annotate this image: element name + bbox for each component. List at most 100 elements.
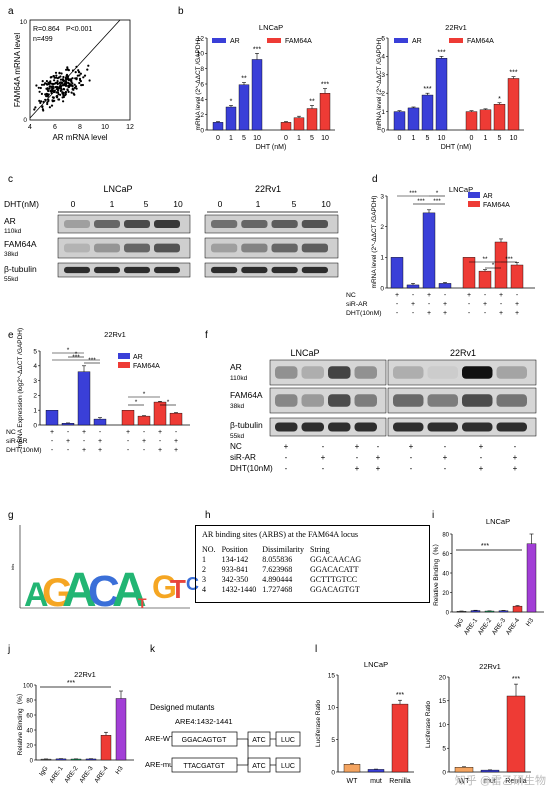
y-axis-label: Luciferase Ratio <box>425 701 432 748</box>
a-xtick-4: 12 <box>126 124 134 131</box>
treatment-sign: + <box>66 438 70 445</box>
panel-letter-f: f <box>205 330 208 341</box>
sig-label: *** <box>321 82 329 89</box>
table-header-row: NO. Position Dissimilarity String <box>202 545 367 555</box>
x-tick-label: Renilla <box>505 778 527 785</box>
bar-FAM64A <box>493 104 506 131</box>
y-tick-label: 0 <box>30 758 34 764</box>
panel-letter-j: j <box>7 644 10 655</box>
x-tick-label: 1 <box>484 135 488 142</box>
scatter-point <box>64 84 68 87</box>
scatter-point <box>75 87 78 90</box>
c-title-left: LNCaP <box>103 184 132 194</box>
stat-r: R=0.864 <box>33 26 60 33</box>
bar-ARE-1 <box>55 758 67 761</box>
blot-band <box>462 422 493 432</box>
x-tick-label: 1 <box>297 135 301 142</box>
construct-label: ARE-mut <box>145 760 176 769</box>
bar-AR <box>238 84 250 131</box>
y-tick-label: 15 <box>328 672 336 679</box>
scatter-point <box>35 84 38 87</box>
blot-band <box>154 266 180 274</box>
scatter-point <box>56 91 60 94</box>
blot-band <box>393 394 424 407</box>
sig-label: *** <box>437 49 445 56</box>
bar-AR <box>212 122 224 131</box>
y-tick-label: 0 <box>331 769 335 776</box>
cell: 1432-1440 <box>221 585 257 594</box>
scatter-point <box>53 79 56 82</box>
cell: 3 <box>202 575 206 584</box>
legend-label: AR <box>230 38 240 45</box>
x-tick-label: H3 <box>114 765 125 776</box>
treatment-sign: - <box>410 453 413 462</box>
x-axis-label: DHT (nM) <box>441 144 472 151</box>
scatter-point <box>46 102 49 106</box>
x-tick-label: 10 <box>321 135 329 142</box>
blot-band <box>427 422 458 432</box>
motif-letter-G: G <box>42 571 73 615</box>
legend-label: FAM64A <box>483 202 510 209</box>
blot-band <box>462 394 493 407</box>
scatter-point <box>56 80 59 83</box>
scatter-point <box>60 72 63 75</box>
sig-label: *** <box>396 692 404 699</box>
x-tick-label: 5 <box>242 135 246 142</box>
x-tick-label: ARE-2 <box>63 765 80 785</box>
x-tick-label: ARE-1 <box>48 765 65 785</box>
cell: GGACAACAG <box>310 555 362 564</box>
blot-band <box>496 422 527 432</box>
scatter-point <box>55 76 58 79</box>
scatter-plot-a: R=0.864 P<0.001 n=499 4 6 8 10 12 AR mRN… <box>13 19 134 142</box>
y-tick-label: 0 <box>442 769 446 776</box>
treatment-sign: + <box>321 453 326 462</box>
scatter-point <box>62 91 65 95</box>
blot-band <box>496 366 527 379</box>
sig-label: *** <box>512 676 520 683</box>
bar-FAM64A <box>510 264 524 289</box>
bar-AR <box>393 111 406 131</box>
legend-swatch <box>118 362 130 368</box>
treatment-sign: - <box>127 447 130 454</box>
construct-luc: LUC <box>281 763 295 770</box>
sig-label: *** <box>409 190 417 197</box>
scatter-point <box>50 76 53 79</box>
scatter-point <box>73 83 76 86</box>
western-blot-c: LNCaP 22Rv1 DHT(nM) 0 0 1 1 5 5 10 10 AR 110kd FA… <box>4 184 339 283</box>
table-row: 1 134-142 8.055836 GGACAACAG <box>202 555 367 565</box>
table-row: 2 933-841 7.623968 GGACACATT <box>202 565 367 575</box>
treatment-sign: - <box>51 438 54 445</box>
scatter-point <box>33 108 36 111</box>
scatter-point <box>38 90 41 93</box>
blot-band <box>275 394 298 407</box>
bar-FAM64A <box>462 257 476 289</box>
scatter-point <box>87 64 90 67</box>
blot-band <box>94 266 120 274</box>
scatter-point <box>47 89 50 93</box>
scatter-point <box>71 84 74 87</box>
sig-label: *** <box>88 357 96 364</box>
treatment-sign: + <box>376 464 381 473</box>
scatter-point <box>45 80 49 83</box>
blot-band <box>211 243 238 253</box>
bar-ARE-1 <box>470 610 481 613</box>
scatter-point <box>54 86 57 89</box>
y-tick-label: 0 <box>380 285 384 292</box>
x-tick-label: 0 <box>470 135 474 142</box>
y-tick-label: 8 <box>200 66 204 73</box>
bar-FAM64A <box>494 241 508 289</box>
y-tick-label: 20 <box>439 674 447 681</box>
c-title-right: 22Rv1 <box>255 184 281 194</box>
bar-FAM64A <box>465 111 478 131</box>
treatment-sign: - <box>377 442 380 451</box>
treatment-label: NC <box>6 429 16 436</box>
treatment-sign: + <box>98 438 102 445</box>
blot-band <box>271 243 298 253</box>
sig-label: *** <box>433 198 441 205</box>
blot-band <box>275 422 298 432</box>
scatter-point <box>66 66 69 69</box>
scatter-point <box>50 104 54 107</box>
